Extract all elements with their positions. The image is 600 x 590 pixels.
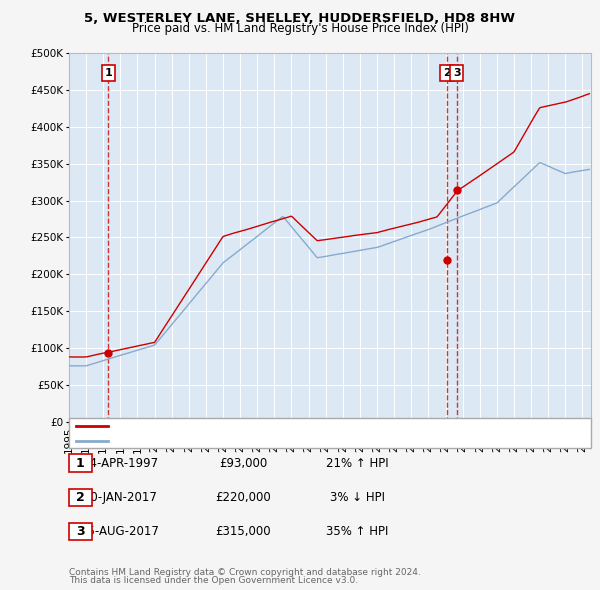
Text: 2: 2: [76, 491, 85, 504]
Text: 2: 2: [443, 68, 451, 78]
Text: 5, WESTERLEY LANE, SHELLEY, HUDDERSFIELD, HD8 8HW (detached house): 5, WESTERLEY LANE, SHELLEY, HUDDERSFIELD…: [114, 421, 532, 431]
Text: HPI: Average price, detached house, Kirklees: HPI: Average price, detached house, Kirk…: [114, 436, 359, 445]
Text: 5, WESTERLEY LANE, SHELLEY, HUDDERSFIELD, HD8 8HW: 5, WESTERLEY LANE, SHELLEY, HUDDERSFIELD…: [85, 12, 515, 25]
Text: 3: 3: [453, 68, 460, 78]
Text: 24-APR-1997: 24-APR-1997: [82, 457, 158, 470]
Text: 35% ↑ HPI: 35% ↑ HPI: [326, 525, 388, 538]
Text: Contains HM Land Registry data © Crown copyright and database right 2024.: Contains HM Land Registry data © Crown c…: [69, 568, 421, 577]
Text: 3: 3: [76, 525, 85, 538]
Text: This data is licensed under the Open Government Licence v3.0.: This data is licensed under the Open Gov…: [69, 576, 358, 585]
Text: 21% ↑ HPI: 21% ↑ HPI: [326, 457, 388, 470]
Text: 3% ↓ HPI: 3% ↓ HPI: [329, 491, 385, 504]
Text: 30-JAN-2017: 30-JAN-2017: [83, 491, 157, 504]
Text: Price paid vs. HM Land Registry's House Price Index (HPI): Price paid vs. HM Land Registry's House …: [131, 22, 469, 35]
Text: 1: 1: [76, 457, 85, 470]
Text: 25-AUG-2017: 25-AUG-2017: [80, 525, 160, 538]
Text: £220,000: £220,000: [215, 491, 271, 504]
Text: £315,000: £315,000: [215, 525, 271, 538]
Text: £93,000: £93,000: [219, 457, 267, 470]
Text: 1: 1: [104, 68, 112, 78]
